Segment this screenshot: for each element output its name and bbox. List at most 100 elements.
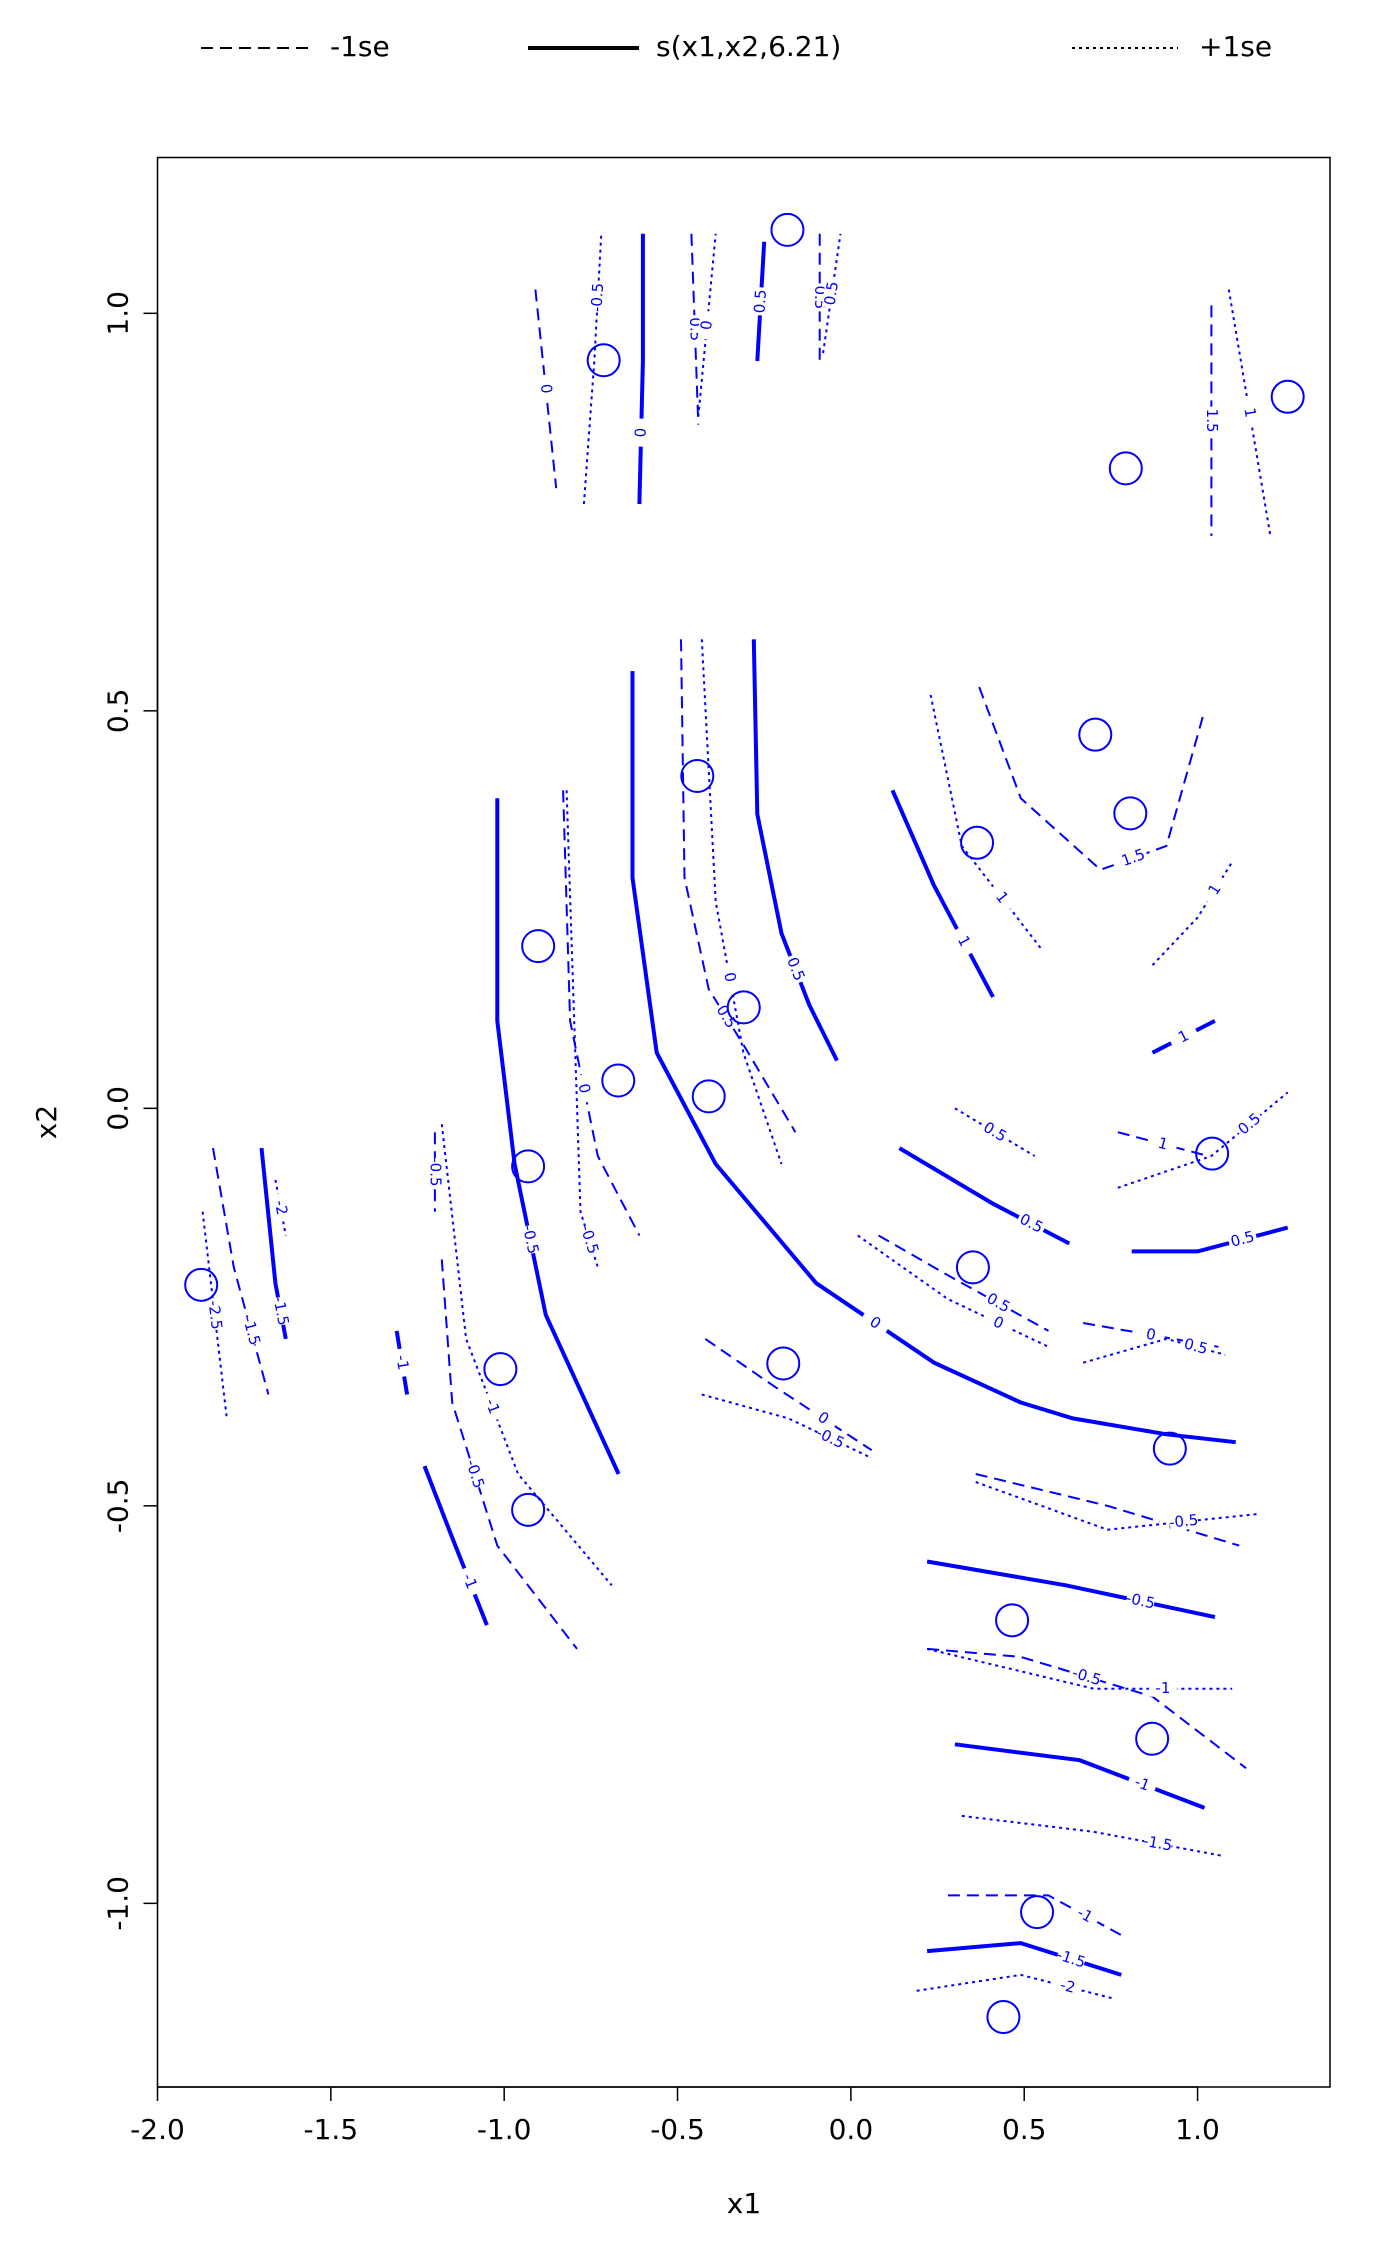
contour-line [704,1338,873,1452]
contour-label-group: 0.5 [1015,1210,1048,1238]
contour-label: -0.5 [588,282,608,312]
data-point [995,1603,1030,1638]
contour-line [1151,861,1234,966]
contour-label: -1 [392,1354,412,1372]
contour-label-bg [821,278,842,309]
contour-line [440,1259,578,1650]
contour-label-group: 0 [859,1308,892,1338]
y-axis-title: x2 [30,1105,63,1139]
contour-label-group: 0 [1135,1324,1166,1346]
contour-label-group: 0 [631,418,650,447]
contour-line [822,233,842,354]
y-tick-label: 0.5 [102,689,135,734]
data-point [521,929,556,964]
contour-line [440,1124,613,1586]
y-tick-label: -1.0 [102,1876,135,1931]
x-tick-label: 0.5 [1002,2113,1047,2146]
contour-label: -1.5 [1054,1946,1087,1972]
contour-label-bg [1168,1512,1199,1532]
contour-label-bg [859,1308,892,1338]
contour-label: -0.5 [813,1423,847,1452]
contour-label-bg [697,310,717,340]
contour-label-group: 1 [1200,873,1230,906]
contour-label-bg [462,1458,487,1490]
contour-label-group: -1.5 [1142,1832,1174,1855]
data-point [511,1492,546,1527]
data-point [511,1149,546,1184]
contour-line [878,1234,1049,1332]
contour-label-bg [751,286,770,316]
contour-label-bg [782,953,808,986]
contour-line [975,1481,1261,1531]
contour-label: 0 [1145,1325,1158,1344]
contour-label-bg [1147,1132,1179,1156]
contour-label-group: -1.5 [1054,1946,1087,1972]
contour-label-group: -1 [391,1347,412,1378]
contour-label-bg [456,1565,483,1598]
x-tick-label: -0.5 [650,2113,705,2146]
contour-line [1117,1091,1289,1189]
data-point [184,1267,219,1302]
data-point [766,1346,801,1381]
contour-line [975,1473,1240,1547]
contour-label-bg [589,282,607,312]
contour-line [916,1973,1115,2000]
contour-line [637,233,645,505]
contour-label-bg [205,1300,225,1330]
contour-label-group: 1.5 [1117,845,1150,871]
contour-label-bg [1070,1665,1103,1689]
contour-label-bg [807,1404,840,1433]
contour-label-group: -0.5 [462,1457,488,1490]
contour-line [857,1234,1049,1348]
contour-label-group: -1 [479,1390,505,1423]
contour-label-group: -0.5 [1070,1663,1103,1689]
contour-label-bg [719,961,740,993]
contour-label-bg [949,925,978,958]
x-tick-label: 0.0 [829,2113,874,2146]
contour-label-bg [632,418,650,447]
contour-label-group: 0.5 [1227,1227,1259,1251]
contour-label: 0 [631,428,649,438]
contour-label-bg [986,881,1017,914]
contour-line [751,639,839,1062]
contour-label: 0 [575,1082,595,1095]
contour-label-bg [1015,1210,1048,1238]
data-point [691,1079,726,1114]
contour-line [495,798,621,1475]
contour-label-group: -0.5 [519,1223,543,1255]
contour-line [562,790,641,1236]
contour-label-group: 0 [719,961,740,993]
contour-line [954,1107,1036,1157]
x-axis-title: x1 [727,2187,761,2220]
data-point [1270,379,1305,414]
contour-label-bg [479,1390,505,1423]
contour-label: 0.5 [821,280,842,306]
contour-label-group: -1 [1148,1679,1177,1697]
contour-line [701,1393,873,1460]
contour-label: 1 [1240,406,1259,418]
contour-label-group: 0.5 [982,1289,1015,1317]
contour-label-bg [1117,845,1150,871]
contour-label: 0.5 [751,289,770,314]
data-point [726,990,761,1025]
data-point [955,1250,990,1285]
contour-line [212,1147,270,1395]
contour-label: -1 [459,1571,481,1592]
contour-label: 0 [720,971,739,984]
contour-label-bg [711,1000,741,1034]
legend-label: -1se [330,30,390,63]
contour-label-group: -2 [270,1192,291,1223]
contour-label-group: -2.5 [205,1299,226,1330]
x-tick-label: -1.5 [304,2113,359,2146]
x-tick-label: -1.0 [477,2113,532,2146]
contour-line [926,1647,1233,1690]
contour-line [700,639,783,1165]
y-tick-label: 0.0 [102,1086,135,1131]
contour-label-group: -0.5 [577,1223,603,1256]
contour-label: -2 [271,1199,291,1217]
contour-line [961,1814,1222,1857]
contour-label: 1.5 [1203,409,1221,433]
contour-label: -0.5 [1124,1589,1156,1613]
data-point [1113,796,1148,831]
contour-label: -0.5 [426,1157,444,1186]
